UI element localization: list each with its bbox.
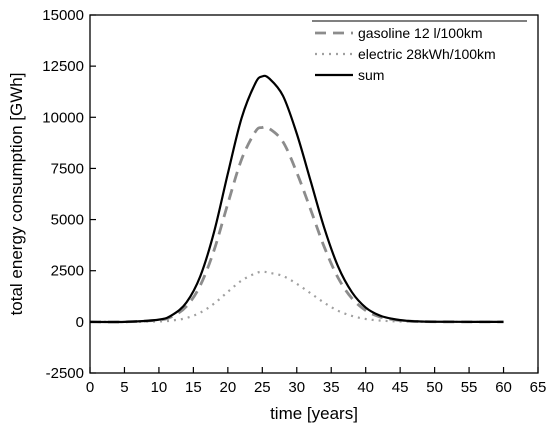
- ticks-layer: 0 5 10 15 20 25 30 35 40 45 50 55 60 65-2500025005000…: [42, 7, 546, 396]
- x-tick-label: 55: [461, 379, 478, 396]
- legend-label-3: sum: [358, 67, 384, 83]
- y-tick-label: 5000: [51, 212, 84, 229]
- y-tick-label: 12500: [42, 58, 84, 75]
- x-tick-label: 0: [86, 379, 94, 396]
- series-layer: [89, 74, 504, 324]
- y-tick-label: 7500: [51, 160, 84, 177]
- series-line-1: [89, 125, 504, 324]
- x-tick-label: 35: [323, 379, 340, 396]
- x-tick-label: 30: [288, 379, 305, 396]
- y-tick-label: 10000: [42, 109, 84, 126]
- legend-label-1: gasoline 12 l/100km: [358, 25, 483, 41]
- y-tick-label: -2500: [46, 365, 84, 382]
- x-tick-label: 25: [254, 379, 271, 396]
- legend: gasoline 12 l/100km electric 28kWh/100km s…: [312, 20, 527, 83]
- y-tick-label: 15000: [42, 7, 84, 24]
- x-tick-label: 5: [120, 379, 128, 396]
- legend-label-2: electric 28kWh/100km: [358, 46, 496, 62]
- y-tick-label: 0: [76, 314, 84, 331]
- x-tick-label: 60: [495, 379, 512, 396]
- y-axis-title: total energy consumption [GWh]: [7, 73, 26, 316]
- x-tick-label: 50: [426, 379, 443, 396]
- series-line-3: [89, 74, 504, 324]
- series-line-2: [89, 270, 504, 323]
- x-tick-label: 65: [530, 379, 547, 396]
- x-tick-label: 45: [392, 379, 409, 396]
- x-tick-label: 15: [185, 379, 202, 396]
- x-tick-label: 20: [220, 379, 237, 396]
- plot-frame: [89, 14, 539, 374]
- x-axis-title: time [years]: [270, 404, 358, 423]
- x-tick-label: 40: [357, 379, 374, 396]
- y-tick-label: 2500: [51, 263, 84, 280]
- x-tick-label: 10: [151, 379, 168, 396]
